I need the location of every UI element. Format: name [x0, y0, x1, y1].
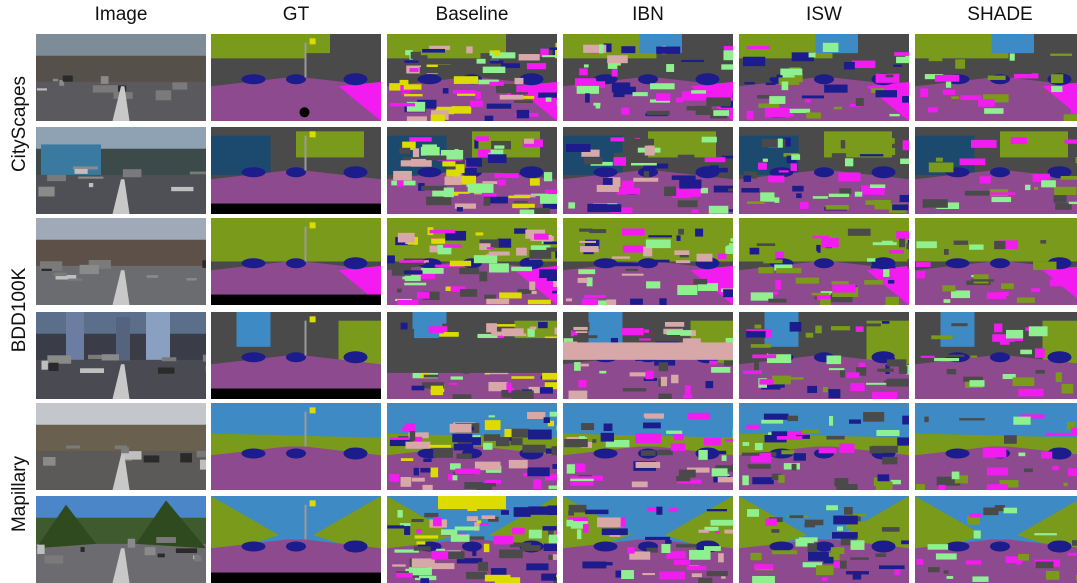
segmentation-map: [739, 403, 909, 490]
segmentation-map: [387, 312, 557, 399]
tile-gt-row-5: [211, 403, 381, 490]
tile-baseline-row-3: [387, 218, 557, 305]
segmentation-map: [387, 403, 557, 490]
segmentation-map: [563, 218, 733, 305]
input-photo: [36, 218, 206, 305]
segmentation-map: [563, 312, 733, 399]
segmentation-map: [739, 312, 909, 399]
segmentation-map: [915, 34, 1077, 121]
segmentation-map: [739, 34, 909, 121]
segmentation-map: [211, 218, 381, 305]
tile-baseline-row-4: [387, 312, 557, 399]
column-header-ibn: IBN: [563, 4, 733, 26]
tile-gt-row-6: [211, 496, 381, 583]
segmentation-map: [563, 496, 733, 583]
segmentation-map: [211, 496, 381, 583]
input-photo: [36, 312, 206, 399]
tile-baseline-row-2: [387, 127, 557, 214]
column-header-shade: SHADE: [915, 4, 1077, 26]
segmentation-map: [739, 218, 909, 305]
row-label-cityscapes: CityScapes: [9, 76, 31, 172]
segmentation-map: [915, 127, 1077, 214]
row-label-mapillary: Mapillary: [9, 456, 31, 532]
tile-ibn-row-3: [563, 218, 733, 305]
segmentation-map: [915, 496, 1077, 583]
tile-image-row-3: [36, 218, 206, 305]
tile-ibn-row-4: [563, 312, 733, 399]
segmentation-map: [211, 312, 381, 399]
tile-shade-row-6: [915, 496, 1077, 583]
column-header-isw: ISW: [739, 4, 909, 26]
tile-image-row-1: [36, 34, 206, 121]
tile-image-row-4: [36, 312, 206, 399]
segmentation-map: [915, 218, 1077, 305]
column-header-image: Image: [36, 4, 206, 26]
tile-baseline-row-5: [387, 403, 557, 490]
tile-baseline-row-1: [387, 34, 557, 121]
segmentation-map: [915, 312, 1077, 399]
tile-gt-row-1: [211, 34, 381, 121]
tile-shade-row-5: [915, 403, 1077, 490]
tile-isw-row-1: [739, 34, 909, 121]
tile-image-row-2: [36, 127, 206, 214]
input-photo: [36, 496, 206, 583]
tile-isw-row-4: [739, 312, 909, 399]
segmentation-map: [739, 127, 909, 214]
segmentation-map: [387, 34, 557, 121]
input-photo: [36, 34, 206, 121]
tile-isw-row-5: [739, 403, 909, 490]
input-photo: [36, 403, 206, 490]
tile-isw-row-3: [739, 218, 909, 305]
tile-ibn-row-1: [563, 34, 733, 121]
tile-gt-row-2: [211, 127, 381, 214]
segmentation-map: [387, 496, 557, 583]
tile-image-row-6: [36, 496, 206, 583]
tile-isw-row-2: [739, 127, 909, 214]
column-header-baseline: Baseline: [387, 4, 557, 26]
tile-gt-row-4: [211, 312, 381, 399]
segmentation-map: [563, 127, 733, 214]
column-header-gt: GT: [211, 4, 381, 26]
tile-shade-row-2: [915, 127, 1077, 214]
segmentation-map: [739, 496, 909, 583]
segmentation-map: [563, 403, 733, 490]
segmentation-map: [211, 127, 381, 214]
row-label-bdd100k: BDD100K: [9, 268, 31, 353]
tile-ibn-row-5: [563, 403, 733, 490]
tile-isw-row-6: [739, 496, 909, 583]
tile-ibn-row-2: [563, 127, 733, 214]
input-photo: [36, 127, 206, 214]
segmentation-map: [387, 218, 557, 305]
segmentation-map: [387, 127, 557, 214]
segmentation-map: [915, 403, 1077, 490]
segmentation-map: [211, 403, 381, 490]
segmentation-map: [211, 34, 381, 121]
tile-baseline-row-6: [387, 496, 557, 583]
tile-ibn-row-6: [563, 496, 733, 583]
tile-gt-row-3: [211, 218, 381, 305]
tile-shade-row-1: [915, 34, 1077, 121]
segmentation-map: [563, 34, 733, 121]
tile-shade-row-4: [915, 312, 1077, 399]
tile-shade-row-3: [915, 218, 1077, 305]
tile-image-row-5: [36, 403, 206, 490]
